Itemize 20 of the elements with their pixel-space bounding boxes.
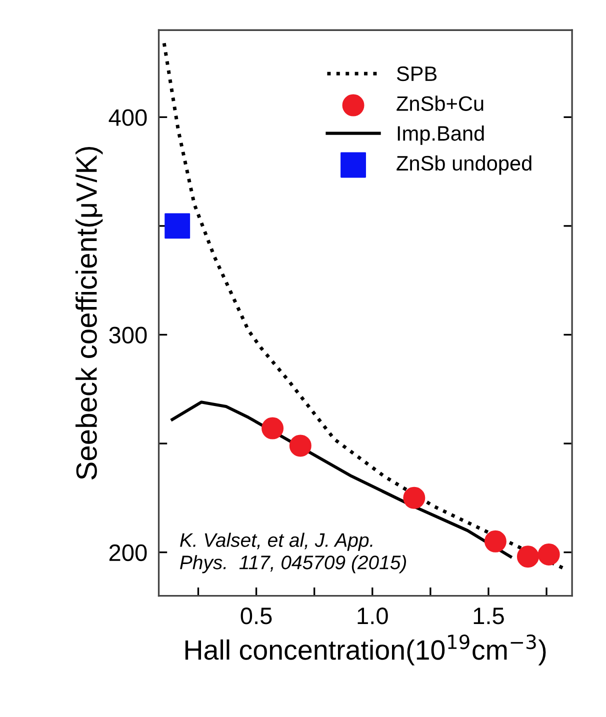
y-tick-label: 300 <box>109 326 147 344</box>
legend-label: ZnSb undoped <box>396 155 532 175</box>
x-axis-title: Hall concentration(10$^{19}$cm$^{−3}$) <box>185 634 546 666</box>
point <box>538 543 560 566</box>
point <box>262 417 284 440</box>
legend-label: Imp.Band <box>398 126 484 145</box>
point <box>516 546 539 568</box>
y-tick-label: 400 <box>108 109 147 126</box>
point <box>484 530 506 552</box>
x-tick-label: 1.5 <box>474 608 504 624</box>
legend-label: ZnSb+Cu <box>396 96 484 111</box>
x-tick-label: 1.0 <box>358 608 388 624</box>
point <box>164 213 190 239</box>
legend-label: SPB <box>396 66 437 82</box>
point <box>289 434 312 457</box>
annotation: K. Valset, et al, J. App. Phys. 117, 045709 (2015) <box>180 532 406 574</box>
x-tick-label: 0.5 <box>240 608 272 624</box>
point <box>403 486 426 509</box>
y-tick-label: 200 <box>109 544 147 562</box>
y-axis-title: Seebeck coefficient(μV/K) <box>76 146 103 480</box>
